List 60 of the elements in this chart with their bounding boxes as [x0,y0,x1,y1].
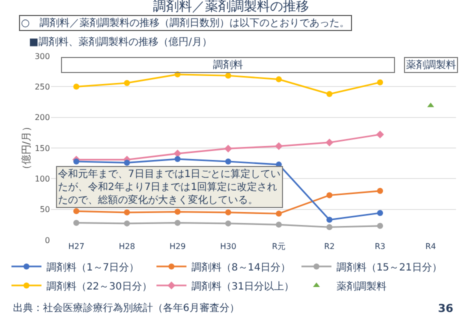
text: ■調剤料、薬剤調製料の推移（億円/月） [29,36,212,48]
point [174,220,181,226]
chart-subtitle: ○ 調剤料／薬剤調製料の推移（調剤日数別）は以下のとおりであった。 [21,17,350,29]
point [377,188,384,194]
x-tick-label: R3 [374,242,386,251]
source-note: 出典：社会医療診療行為別統計（各年6月審査分） [13,302,240,314]
x-tick-label: H27 [68,242,84,251]
point [326,192,332,198]
point [326,216,332,223]
point [225,220,232,226]
point [276,222,282,228]
x-tick-label: R2 [324,242,335,251]
legend-label: 調剤料（31日分以上） [191,280,294,292]
point [225,209,232,216]
y-tick-label: 200 [34,113,50,122]
annotation: 調剤料 [213,59,243,71]
point [225,158,232,164]
y-tick-label: 300 [34,52,50,61]
y-tick-label: 100 [34,174,50,184]
point [274,142,283,150]
legend-label: 調剤料（15～21日分） [336,261,442,274]
text: 36 [438,302,454,315]
y-tick-label: 250 [34,82,50,92]
point [377,222,384,229]
point [326,91,332,98]
y-tick-label: 50 [40,205,50,214]
point [276,210,282,217]
point [124,160,130,166]
point [377,79,384,86]
point [224,144,232,153]
x-tick-label: H29 [169,242,186,251]
x-tick-label: H28 [118,242,136,251]
point [124,220,130,226]
x-tick-label: R元 [272,242,286,251]
chart-title: 調剤料／薬剤調製料の推移 [153,0,309,15]
legend-label: 調剤料（22～30日分） [46,280,152,292]
legend-label: 薬剤調製料 [336,280,386,292]
point [225,72,232,79]
point [376,130,384,138]
point [73,158,80,164]
point [73,220,80,226]
legend-label: 調剤料（8～14日分） [191,261,291,274]
y-axis-title: （億円/月） [20,121,33,175]
point [174,208,181,215]
y-tick-label: 0 [44,236,50,245]
annotation: 薬剤調製料 [406,59,456,71]
point [73,208,80,214]
point [276,76,282,82]
point [174,156,181,162]
point [124,209,130,216]
x-tick-label: H30 [220,242,236,251]
point [326,138,334,146]
annotation: 令和元年まで、7日目までは1日ごとに算定していたが、令和2年より7日までは1回算定に改定されたので、総額の変化が大きく変化している。 [58,168,281,206]
point [124,80,130,86]
point [326,224,332,230]
y-tick-label: 150 [34,144,50,153]
legend-label: 調剤料（1～7日分） [46,261,140,274]
x-tick-label: R4 [425,242,436,251]
point [377,210,384,216]
point [73,84,80,90]
